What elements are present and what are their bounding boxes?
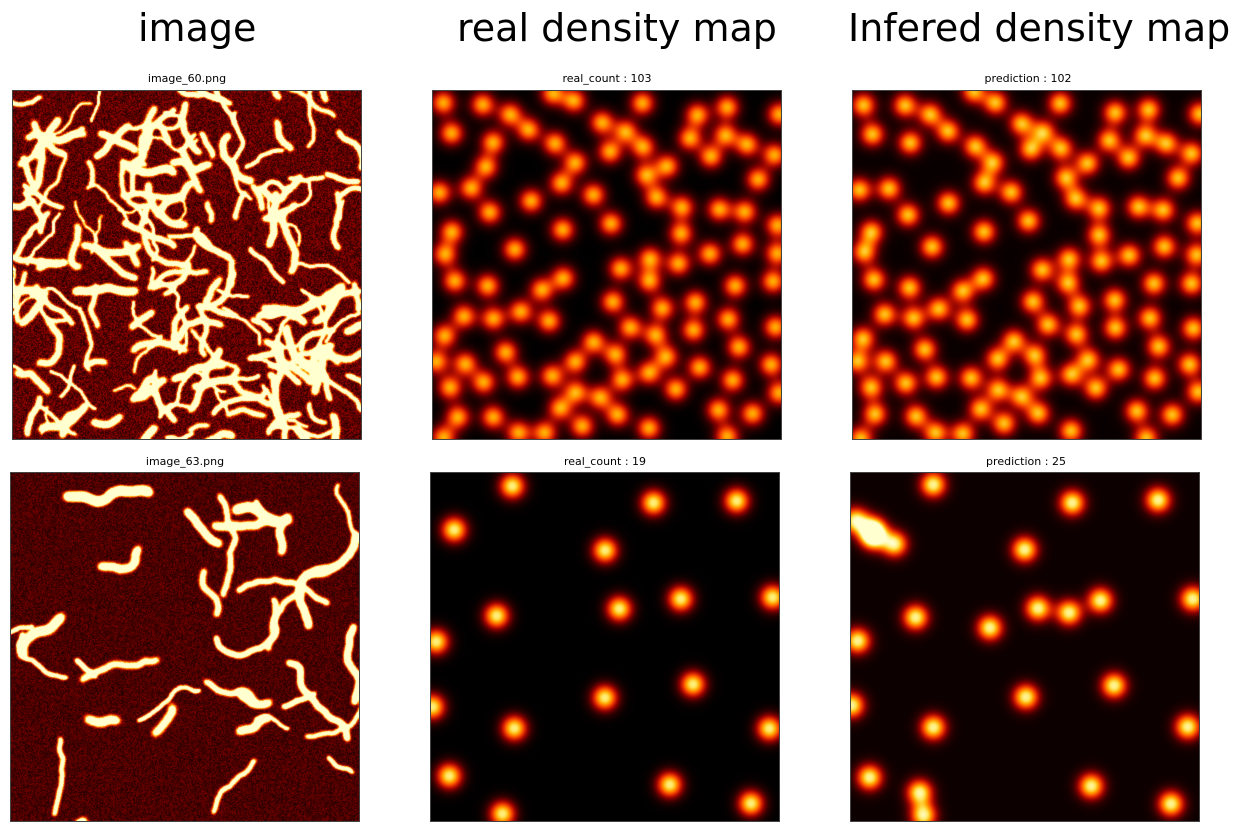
row2-microscopy-image [11,473,359,821]
row2-image-caption: image_63.png [145,455,225,468]
row1-prediction-caption: prediction : 102 [984,72,1072,85]
row2-real-density-map [431,473,779,821]
row1-real-count-caption: real_count : 103 [562,72,652,85]
column-title-inferred-density: Infered density map [848,6,1231,50]
row1-inferred-density-panel [852,90,1202,440]
row2-real-count-caption: real_count : 19 [563,455,647,468]
row1-real-density-panel [432,90,782,440]
row2-inferred-density-map [851,473,1199,821]
row2-inferred-density-panel [850,472,1200,822]
column-title-image: image [138,6,257,50]
row1-image-caption: image_60.png [147,72,227,85]
row1-inferred-density-map [853,91,1201,439]
row2-image-panel [10,472,360,822]
column-title-real-density: real density map [457,6,777,50]
row1-microscopy-image [13,91,361,439]
row2-real-density-panel [430,472,780,822]
row2-prediction-caption: prediction : 25 [986,455,1066,468]
row1-image-panel [12,90,362,440]
row1-real-density-map [433,91,781,439]
